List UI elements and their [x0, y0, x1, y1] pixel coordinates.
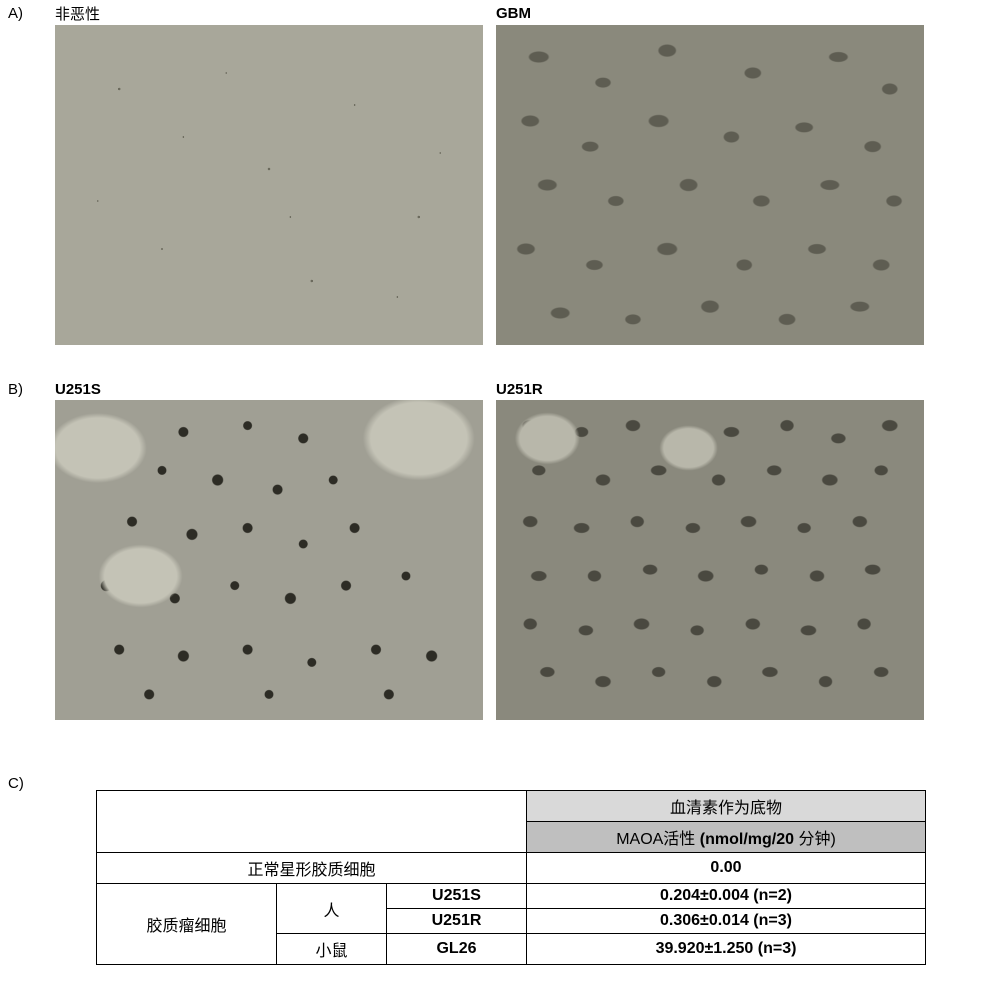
table-cell-gl26: GL26: [387, 934, 527, 965]
table-value-u251s: 0.204±0.004 (n=2): [527, 884, 926, 909]
maoa-activity-table: 血清素作为底物 MAOA活性 (nmol/mg/20 分钟) 正常星形胶质细胞 …: [96, 790, 926, 965]
table-normal-astrocyte-label: 正常星形胶质细胞: [97, 853, 527, 884]
panel-b-letter: B): [8, 381, 23, 398]
table-empty-header: [97, 791, 527, 853]
table-cell-u251r: U251R: [387, 909, 527, 934]
panel-b-right-image: [496, 400, 924, 720]
panel-a-right-image: [496, 25, 924, 345]
panel-b-left-label: U251S: [55, 381, 101, 398]
table-activity-header: MAOA活性 (nmol/mg/20 分钟): [527, 822, 926, 853]
table-value-u251r: 0.306±0.014 (n=3): [527, 909, 926, 934]
panel-a-letter: A): [8, 5, 23, 22]
table-substrate-header: 血清素作为底物: [527, 791, 926, 822]
panel-a-right-label: GBM: [496, 5, 531, 22]
table-species-mouse: 小鼠: [277, 934, 387, 965]
panel-a-left-label: 非恶性: [55, 3, 100, 24]
panel-b-right-label: U251R: [496, 381, 543, 398]
table-value-gl26: 39.920±1.250 (n=3): [527, 934, 926, 965]
panel-c-letter: C): [8, 775, 24, 792]
table-cell-u251s: U251S: [387, 884, 527, 909]
panel-b-left-image: [55, 400, 483, 720]
table-normal-astrocyte-value: 0.00: [527, 853, 926, 884]
panel-a-left-image: [55, 25, 483, 345]
table-species-human: 人: [277, 884, 387, 934]
table-glioma-label: 胶质瘤细胞: [97, 884, 277, 965]
